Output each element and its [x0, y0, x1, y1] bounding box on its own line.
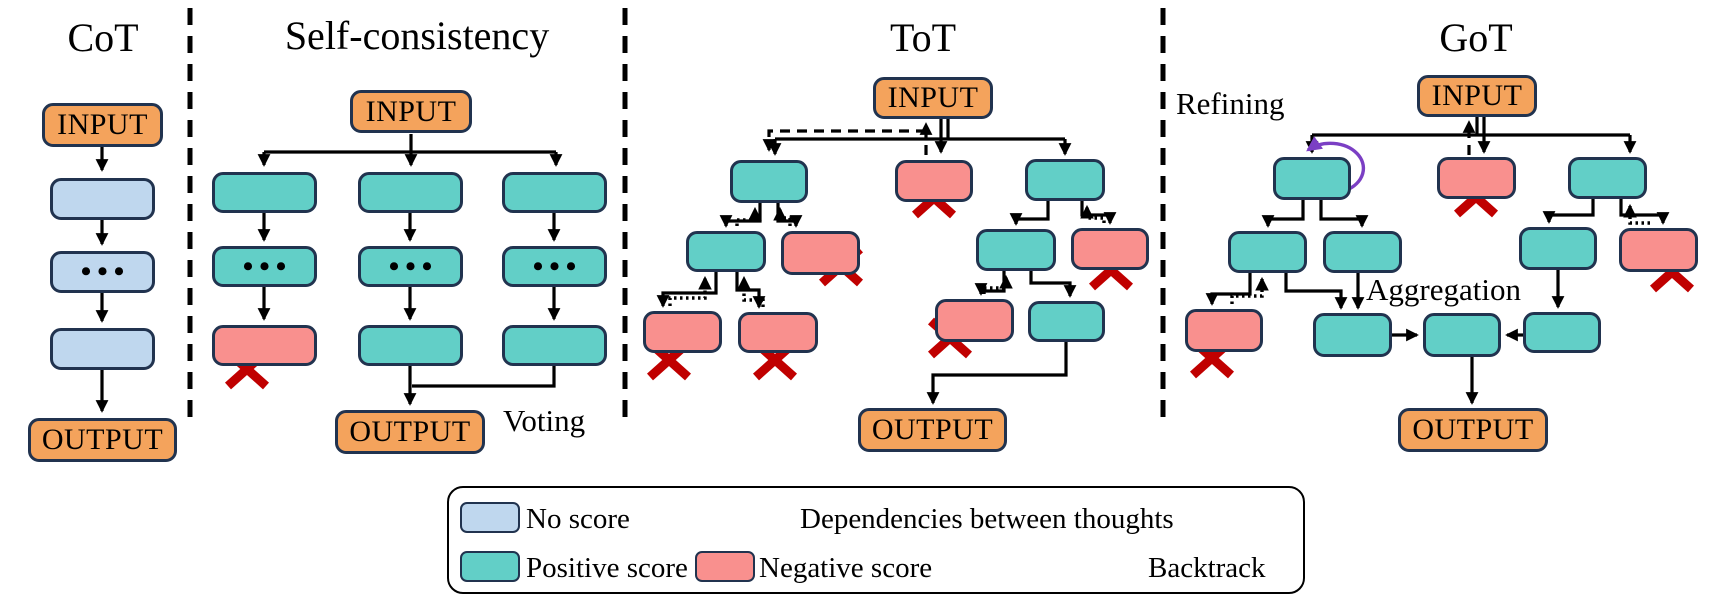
got-thought-node-negative: [1437, 157, 1516, 199]
aggregation-label: Aggregation: [1366, 272, 1521, 307]
cot-thought-node: [50, 178, 155, 220]
legend-positive-score-swatch: [460, 551, 520, 582]
got-input-box: INPUT: [1417, 75, 1537, 117]
backtrack-arrow: [773, 206, 792, 226]
sc-thought-node-negative: [212, 325, 317, 366]
tot-output-box: OUTPUT: [858, 408, 1007, 452]
arrow: [1009, 201, 1050, 226]
legend-negative-score-label: Negative score: [759, 552, 933, 584]
got-thought-node-negative: [1185, 309, 1263, 352]
self-consistency-arrows: [257, 134, 563, 406]
arrow: [264, 134, 556, 154]
arrow: [1619, 199, 1670, 225]
arrow: [735, 272, 766, 309]
sc-output-box: OUTPUT: [335, 410, 485, 454]
got-aggregation-node: [1313, 313, 1392, 357]
tot-arrows: [656, 119, 1117, 405]
got-thought-node: [1519, 227, 1597, 270]
backtrack-arrow: [735, 206, 762, 226]
tot-thought-node: [1025, 159, 1105, 201]
arrow: [926, 342, 1068, 405]
legend-dependencies-label: Dependencies between thoughts: [800, 503, 1174, 535]
arrow: [974, 271, 1006, 296]
arrow: [1029, 271, 1077, 298]
tot-input-box: INPUT: [873, 77, 993, 119]
backtrack-arrow: [762, 129, 926, 152]
backtrack-arrow: [668, 275, 712, 306]
tot-thought-node-negative: [781, 231, 860, 275]
tot-thought-node-negative: [895, 160, 973, 202]
legend-backtrack-label: Backtrack: [1148, 552, 1266, 584]
cot-thought-node-ellipsis: •••: [50, 251, 155, 293]
sc-thought-node: [358, 325, 463, 366]
section-dividers: [187, 8, 1166, 422]
backtrack-arrow: [1080, 204, 1106, 223]
voting-label: Voting: [503, 403, 586, 438]
tot-thought-node: [730, 160, 808, 203]
arrow: [1542, 199, 1595, 224]
arrow: [656, 272, 718, 308]
tot-thought-node-negative: [935, 299, 1014, 342]
self-consistency-title: Self-consistency: [284, 13, 550, 58]
got-thought-node: [1228, 231, 1307, 273]
sc-thought-node: [502, 172, 607, 213]
tot-thought-node: [976, 229, 1056, 271]
sc-thought-node: [502, 325, 607, 366]
sc-thought-node-ellipsis: •••: [502, 246, 607, 287]
legend-no-score-label: No score: [526, 503, 630, 535]
got-aggregation-node: [1423, 313, 1501, 357]
legend-negative-score-swatch: [695, 551, 755, 582]
backtrack-arrow: [1623, 203, 1650, 225]
legend-positive-score-label: Positive score: [526, 552, 688, 584]
got-thought-node: [1273, 157, 1351, 200]
arrow: [1319, 200, 1369, 228]
got-arrows: [1205, 117, 1670, 405]
cot-output-box: OUTPUT: [28, 418, 177, 462]
got-output-box: OUTPUT: [1398, 408, 1548, 452]
legend-no-score-swatch: [460, 502, 520, 533]
got-aggregation-node: [1523, 312, 1601, 353]
got-thought-node: [1568, 157, 1647, 199]
sc-input-box: INPUT: [350, 90, 472, 133]
backtrack-arrow: [737, 275, 765, 307]
sc-thought-node-ellipsis: •••: [212, 246, 317, 287]
arrow: [1284, 273, 1348, 310]
arrow: [776, 203, 803, 228]
arrow: [1261, 200, 1305, 228]
arrow: [719, 203, 762, 228]
tot-thought-node-negative: [738, 312, 818, 353]
tot-thought-node: [686, 231, 766, 272]
sc-thought-node-ellipsis: •••: [358, 246, 463, 287]
backtrack-arrow: [1230, 276, 1269, 304]
cot-input-box: INPUT: [42, 103, 163, 147]
cot-thought-node: [50, 328, 155, 370]
tot-thought-node-negative: [1071, 228, 1149, 270]
arrow: [412, 366, 556, 388]
legend: [447, 486, 1305, 594]
got-title: GoT: [1439, 15, 1513, 60]
tot-thought-node: [1028, 301, 1105, 342]
arrow: [775, 119, 1065, 141]
sc-thought-node: [358, 172, 463, 213]
arrow: [1312, 117, 1630, 137]
tot-thought-node-negative: [643, 311, 722, 353]
arrow: [1205, 273, 1252, 306]
got-thought-node: [1323, 231, 1402, 273]
got-thought-node-negative: [1619, 228, 1698, 272]
cot-title: CoT: [67, 15, 139, 60]
refining-label: Refining: [1176, 86, 1285, 121]
tot-title: ToT: [889, 15, 957, 60]
sc-thought-node: [212, 172, 317, 213]
